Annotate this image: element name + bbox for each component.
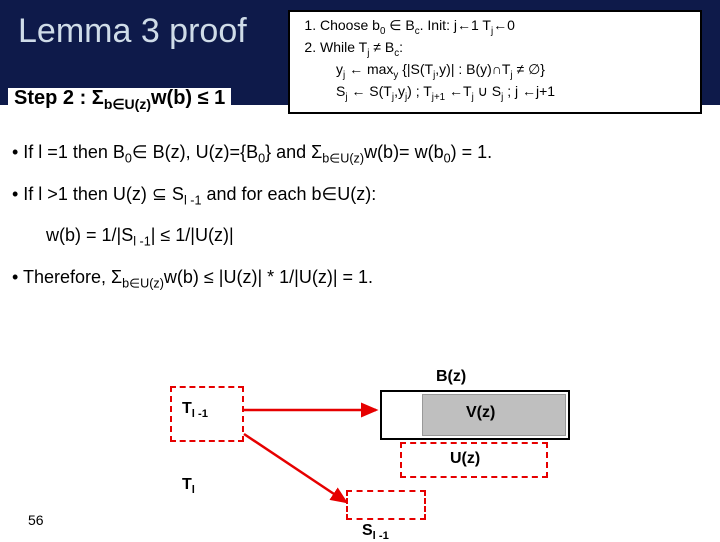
b1-s0a: 0 — [125, 152, 132, 166]
algo2-b: ≠ B — [369, 39, 394, 55]
uz-rect — [400, 442, 548, 478]
bullet-4: • Therefore, Σb∈U(z)w(b) ≤ |U(z)| * 1/|U… — [12, 267, 708, 291]
step2-sub: b∈U(z) — [104, 96, 151, 112]
algo4-b: ← S(T — [348, 83, 392, 99]
b1-sub: b∈U(z) — [322, 152, 364, 166]
b3-b: | ≤ 1/|U(z)| — [151, 225, 234, 245]
b2-b: and for each b∈U(z): — [201, 184, 376, 204]
b4-a: • Therefore, Σ — [12, 267, 122, 287]
bullet-3: w(b) = 1/|Sl -1| ≤ 1/|U(z)| — [12, 225, 708, 249]
b1-c: } and Σ — [265, 142, 322, 162]
b2-a: • If l >1 then U(z) ⊆ S — [12, 184, 184, 204]
bullet-1: • If l =1 then B0∈ B(z), U(z)={B0} and Σ… — [12, 142, 708, 166]
algo1-a: Choose b — [320, 17, 380, 33]
algo3-b: ← max — [345, 61, 393, 77]
algo3-e: ≠ ∅} — [513, 61, 545, 77]
page-number: 56 — [28, 512, 44, 528]
algo-line-3: yj ← maxy {|S(Tj,y)| : B(y)∩Tj ≠ ∅} — [320, 60, 692, 82]
sl1-sub: l -1 — [373, 530, 389, 542]
algo-line-4: Sj ← S(Tj,yj) ; Tj+1 ←Tj ∪ Sj ; j ←j+1 — [320, 82, 692, 104]
bullet-list: • If l =1 then B0∈ B(z), U(z)={B0} and Σ… — [12, 142, 708, 308]
diagram: B(z) V(z) U(z) Tl -1 Tl Sl -1 — [170, 390, 600, 530]
algo4-c: ,y — [394, 83, 405, 99]
slide-title: Lemma 3 proof — [18, 12, 247, 51]
algo1-b: ∈ B — [385, 17, 414, 33]
algo3-d: ,y)| : B(y)∩T — [435, 61, 510, 77]
b1-b: ∈ B(z), U(z)={B — [132, 142, 258, 162]
tl1-label: Tl -1 — [182, 400, 208, 420]
sl1-t: S — [362, 522, 373, 539]
b3-a: w(b) = 1/|S — [46, 225, 133, 245]
sl1-label: Sl -1 — [362, 522, 389, 542]
step2-pre: Step 2 : — [14, 87, 92, 109]
tl-label: Tl — [182, 476, 195, 496]
algo1-c: . Init: j←1 T — [420, 17, 491, 33]
algo3-c: {|S(T — [398, 61, 433, 77]
algo4-tj1: j+1 — [432, 92, 445, 103]
vz-label: V(z) — [466, 404, 495, 422]
bz-text: B(z) — [436, 368, 466, 385]
tl1-sub: l -1 — [192, 408, 208, 420]
algo4-e: ←T — [445, 83, 471, 99]
b1-a: • If l =1 then B — [12, 142, 125, 162]
step-2-heading: Step 2 : Σb∈U(z)w(b) ≤ 1 — [8, 88, 231, 113]
tl1-t: T — [182, 400, 192, 417]
step2-rest: w(b) ≤ 1 — [151, 87, 225, 109]
step2-sum: Σ — [92, 87, 104, 109]
b3-sub: l -1 — [133, 235, 151, 249]
tl-sub: l — [192, 484, 195, 496]
algo1-d: ←0 — [493, 17, 515, 33]
algo-line-2: While Tj ≠ Bc: yj ← maxy {|S(Tj,y)| : B(… — [320, 38, 692, 104]
b4-sub: b∈U(z) — [122, 276, 164, 290]
bz-label: B(z) — [436, 368, 466, 386]
bullet-2: • If l >1 then U(z) ⊆ Sl -1 and for each… — [12, 184, 708, 208]
algo-line-1: Choose b0 ∈ Bc. Init: j←1 Tj←0 — [320, 16, 692, 38]
b2-sub: l -1 — [184, 193, 202, 207]
algo2-a: While T — [320, 39, 367, 55]
tl-t: T — [182, 476, 192, 493]
b1-d: w(b)= w(b — [364, 142, 444, 162]
b4-b: w(b) ≤ |U(z)| * 1/|U(z)| = 1. — [164, 267, 373, 287]
algo3-a: y — [336, 61, 343, 77]
vz-text: V(z) — [466, 404, 495, 421]
algo4-g: ; j ←j+1 — [503, 83, 555, 99]
algorithm-box: Choose b0 ∈ Bc. Init: j←1 Tj←0 While Tj … — [288, 10, 702, 114]
algo4-a: S — [336, 83, 345, 99]
algo2-c: : — [399, 39, 403, 55]
b1-s0c: 0 — [444, 152, 451, 166]
algo4-d: ) ; T — [407, 83, 432, 99]
b1-e: ) = 1. — [451, 142, 493, 162]
algo4-f: ∪ S — [474, 83, 501, 99]
